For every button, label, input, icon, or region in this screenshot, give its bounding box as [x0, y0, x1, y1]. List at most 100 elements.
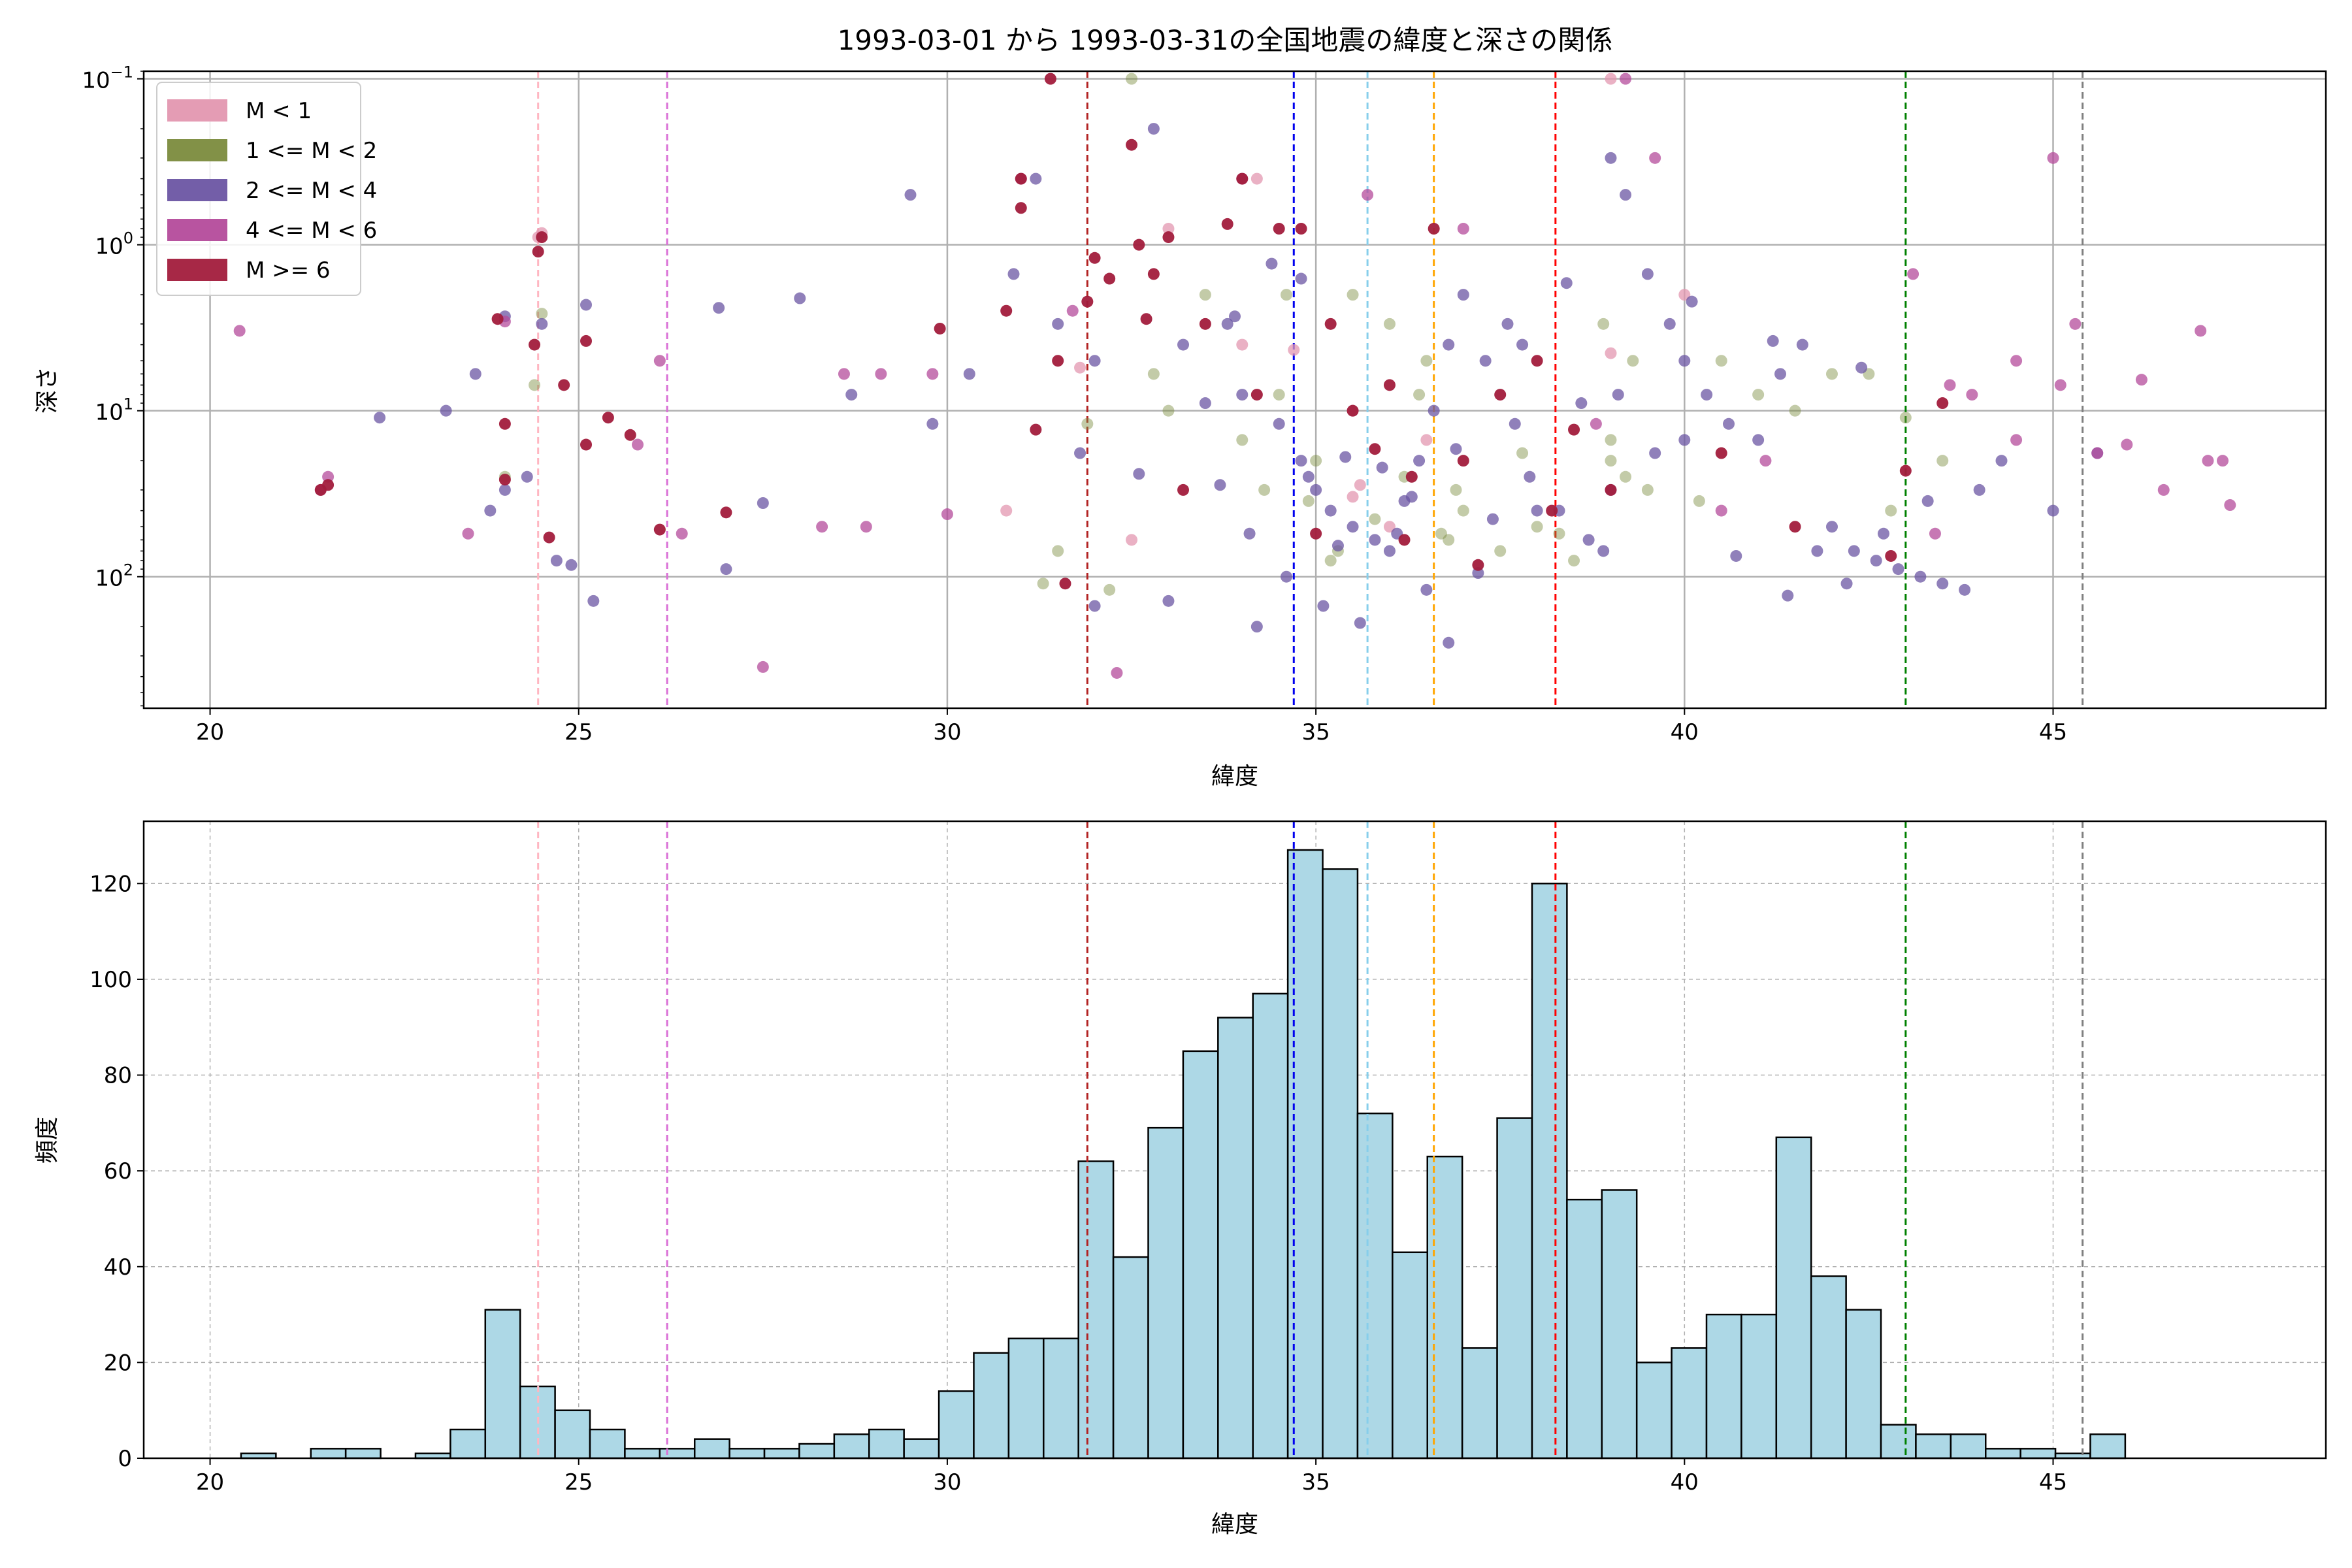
- scatter-point-m-lt1: [1605, 73, 1617, 85]
- scatter-x-tick-label: 25: [564, 719, 593, 745]
- scatter-x-tick-label: 45: [2039, 719, 2067, 745]
- scatter-point-m-2-4: [1501, 318, 1514, 330]
- scatter-point-m-2-4: [1723, 417, 1735, 430]
- scatter-point-m-2-4: [1531, 504, 1543, 517]
- histogram-bar: [449, 1428, 487, 1460]
- scatter-point-m-ge6: [1052, 355, 1064, 367]
- scatter-point-m-1-2: [1147, 368, 1160, 380]
- scatter-point-m-1-2: [1553, 527, 1565, 540]
- scatter-x-tick-label: 40: [1671, 719, 1699, 745]
- histogram-panel: 20 25 30 35 40 45 0 20 40 60 80 100 120 緯度 頻度: [34, 820, 2327, 1538]
- histogram-bar: [1985, 1448, 2021, 1460]
- scatter-point-m-1-2: [1037, 578, 1049, 590]
- scatter-point-m-ge6: [1428, 223, 1440, 235]
- legend-box: [156, 82, 361, 296]
- scatter-point-m-2-4: [1354, 617, 1366, 629]
- histogram-bar: [589, 1428, 626, 1460]
- scatter-point-m-2-4: [1369, 534, 1381, 546]
- scatter-point-m-1-2: [1369, 513, 1381, 525]
- scatter-point-m-4-6: [860, 521, 872, 533]
- scatter-point-m-1-2: [1199, 289, 1211, 301]
- scatter-point-m-2-4: [1310, 483, 1322, 496]
- scatter-point-m-lt1: [1678, 289, 1691, 301]
- scatter-point-m-ge6: [1324, 318, 1337, 330]
- scatter-point-m-ge6: [1405, 470, 1418, 483]
- histogram-bar: [2089, 1433, 2127, 1460]
- scatter-point-m-ge6: [529, 338, 541, 351]
- scatter-point-m-1-2: [1347, 289, 1359, 301]
- scatter-point-m-2-4: [587, 595, 600, 607]
- scatter-x-ticks: 20 25 30 35 40 45: [196, 708, 2067, 745]
- scatter-point-m-1-2: [536, 308, 548, 320]
- scatter-point-m-2-4: [1214, 479, 1226, 491]
- scatter-point-m-1-2: [1457, 504, 1469, 517]
- scatter-x-tick-label: 20: [196, 719, 224, 745]
- histogram-bar: [1043, 1337, 1079, 1460]
- histogram-bar: [1322, 868, 1359, 1460]
- histogram-bar: [344, 1448, 382, 1460]
- scatter-point-m-ge6: [1133, 238, 1145, 251]
- histogram-bar: [973, 1352, 1010, 1460]
- histogram-bar: [903, 1438, 940, 1460]
- scatter-point-m-2-4: [580, 299, 593, 311]
- scatter-point-m-4-6: [838, 368, 850, 380]
- scatter-point-m-4-6: [462, 527, 474, 540]
- scatter-point-m-lt1: [1288, 344, 1300, 356]
- scatter-point-m-2-4: [1147, 123, 1160, 135]
- scatter-point-m-4-6: [2195, 325, 2207, 337]
- legend-swatch: [167, 139, 227, 161]
- scatter-point-m-2-4: [1383, 545, 1396, 557]
- scatter-point-m-2-4: [440, 404, 452, 417]
- scatter-point-m-4-6: [1590, 417, 1602, 430]
- scatter-point-m-ge6: [1789, 521, 1801, 533]
- scatter-point-m-1-2: [1273, 389, 1285, 401]
- scatter-point-m-2-4: [521, 470, 533, 483]
- scatter-point-m-2-4: [1250, 621, 1263, 633]
- scatter-point-m-ge6: [1015, 172, 1027, 185]
- scatter-point-m-1-2: [529, 379, 541, 391]
- scatter-point-m-2-4: [1663, 318, 1676, 330]
- scatter-point-m-2-4: [1324, 504, 1337, 517]
- scatter-point-m-2-4: [720, 563, 732, 576]
- scatter-point-m-2-4: [1428, 404, 1440, 417]
- histogram-bar: [1147, 1126, 1184, 1460]
- scatter-x-tick-label: 35: [1301, 719, 1330, 745]
- scatter-point-m-1-2: [1620, 470, 1632, 483]
- scatter-point-m-ge6: [1126, 139, 1138, 151]
- scatter-point-m-ge6: [1383, 379, 1396, 391]
- histogram-bar: [1392, 1251, 1429, 1460]
- scatter-point-m-1-2: [1531, 521, 1543, 533]
- scatter-point-m-ge6: [1177, 483, 1190, 496]
- scatter-point-m-2-4: [1959, 583, 1971, 596]
- scatter-point-m-4-6: [1649, 152, 1661, 164]
- scatter-point-m-2-4: [1133, 468, 1145, 480]
- scatter-point-m-2-4: [1457, 289, 1469, 301]
- scatter-point-m-2-4: [1796, 338, 1808, 351]
- scatter-point-m-2-4: [1605, 152, 1617, 164]
- scatter-point-m-2-4: [1936, 578, 1949, 590]
- scatter-point-m-2-4: [1443, 338, 1455, 351]
- scatter-point-m-2-4: [1007, 268, 1020, 280]
- scatter-point-m-2-4: [1450, 443, 1462, 455]
- scatter-point-m-2-4: [1892, 563, 1904, 576]
- scatter-point-m-2-4: [1413, 455, 1426, 467]
- scatter-point-m-ge6: [1936, 397, 1949, 410]
- scatter-point-m-4-6: [1929, 527, 1941, 540]
- scatter-point-m-1-2: [1126, 73, 1138, 85]
- histogram-bar: [1007, 1337, 1045, 1460]
- histogram-bar: [1775, 1136, 1812, 1460]
- scatter-y-tick-label: 101: [95, 395, 133, 426]
- scatter-point-m-ge6: [558, 379, 570, 391]
- scatter-point-m-4-6: [1966, 389, 1978, 401]
- histogram-bar: [1566, 1198, 1603, 1460]
- scatter-y-tick-label: 100: [95, 229, 133, 260]
- scatter-point-m-ge6: [1103, 272, 1116, 285]
- scatter-point-m-ge6: [1081, 295, 1094, 308]
- scatter-point-m-1-2: [1280, 289, 1292, 301]
- scatter-point-m-ge6: [934, 322, 946, 335]
- histogram-bar: [1112, 1256, 1149, 1460]
- scatter-point-m-ge6: [532, 246, 544, 258]
- histogram-x-tick-label: 20: [196, 1469, 224, 1495]
- scatter-point-m-ge6: [322, 479, 335, 491]
- scatter-point-m-ge6: [1885, 549, 1897, 562]
